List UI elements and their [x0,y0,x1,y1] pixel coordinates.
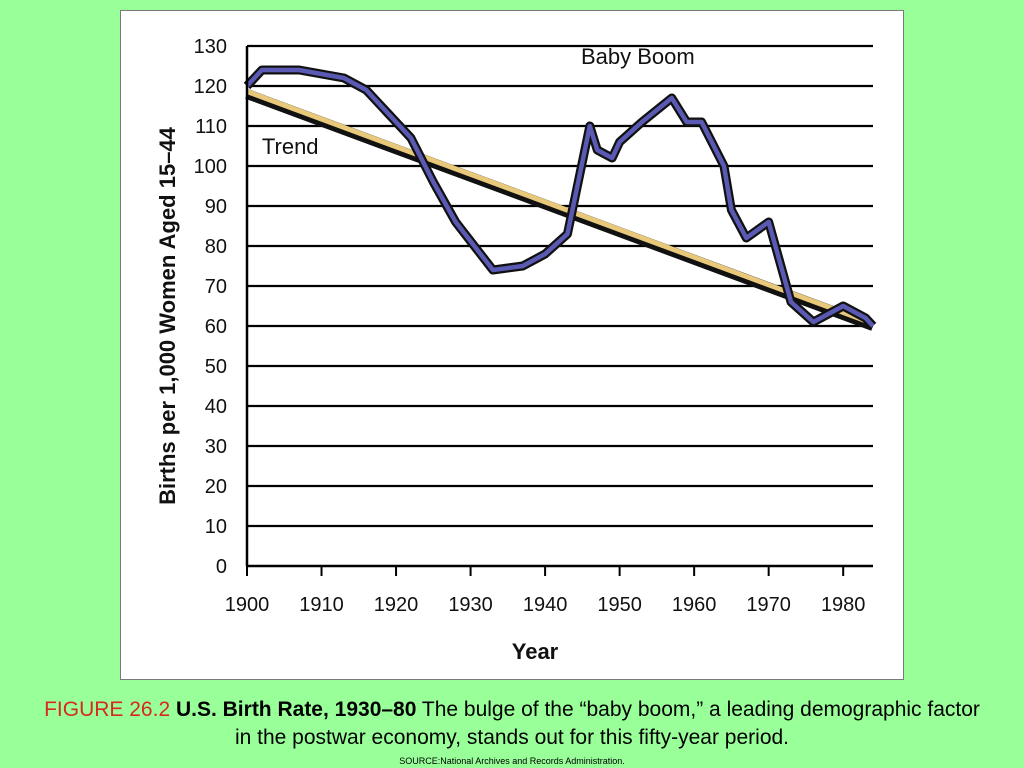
x-tick-label: 1960 [672,594,717,616]
figure-title: U.S. Birth Rate, 1930–80 [175,698,417,721]
y-tick-label: 110 [195,116,227,138]
x-axis-title: Year [512,639,559,664]
x-tick-label: 1920 [374,594,419,616]
chart-panel: 0 10 20 30 40 50 60 70 80 90 100 110 120 130 1900 1910… [120,10,904,680]
chart-svg: 0 10 20 30 40 50 60 70 80 90 100 110 120 130 1900 1910… [155,36,877,664]
trend-line [246,89,874,326]
figure-text: The bulge of the “baby boom,” a leading … [234,698,980,749]
y-tick-label: 50 [205,356,227,378]
x-tick-label: 1970 [746,594,791,616]
annotation-baby-boom: Baby Boom [581,44,695,69]
x-tick-label: 1900 [225,594,270,616]
series-layer [243,65,877,331]
y-tick-label: 40 [205,396,227,418]
x-tick-labels: 1900 1910 1920 1930 1940 1950 1960 1970 1980 [225,566,866,616]
y-tick-label: 90 [205,196,227,218]
x-tick-label: 1930 [448,594,493,616]
y-tick-label: 30 [205,436,227,458]
y-tick-labels: 0 10 20 30 40 50 60 70 80 90 100 110 120 130 [194,36,227,578]
y-tick-label: 0 [216,556,227,578]
x-tick-label: 1910 [299,594,344,616]
y-tick-label: 20 [205,476,227,498]
y-tick-label: 70 [205,276,227,298]
figure-caption: FIGURE 26.2 U.S. Birth Rate, 1930–80 The… [40,696,984,752]
baby-boom-line [245,67,875,328]
y-tick-label: 10 [205,516,227,538]
y-tick-label: 120 [194,76,227,98]
y-tick-label: 80 [205,236,227,258]
y-tick-label: 60 [205,316,227,338]
y-axis-title: Births per 1,000 Women Aged 15–44 [155,126,180,505]
annotation-trend: Trend [262,134,319,159]
x-tick-label: 1940 [523,594,568,616]
x-tick-label: 1950 [597,594,642,616]
y-tick-label: 130 [194,36,227,58]
figure-label: FIGURE 26.2 [44,698,171,721]
y-tick-label: 100 [194,156,227,178]
x-tick-label: 1980 [821,594,866,616]
source-note: SOURCE:National Archives and Records Adm… [399,756,625,766]
